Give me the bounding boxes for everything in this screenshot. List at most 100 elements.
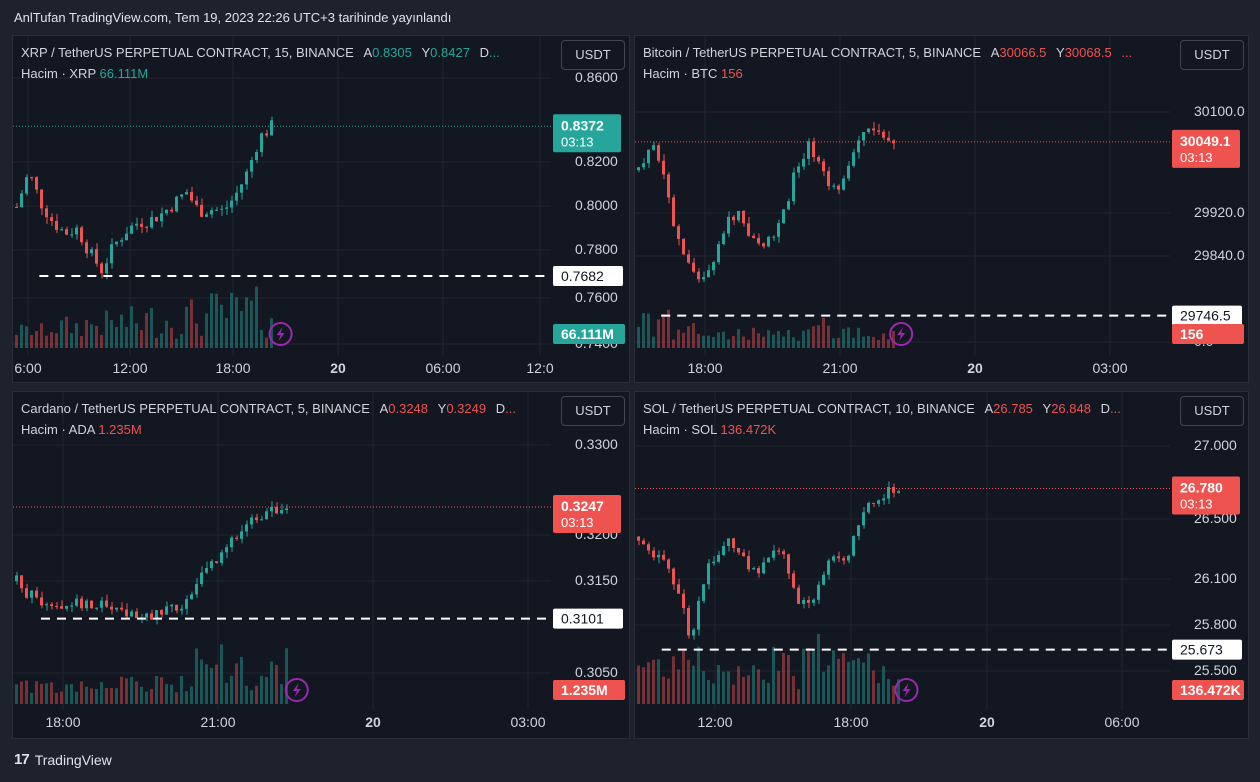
volume-bar xyxy=(90,324,93,348)
open-value: 0.3248 xyxy=(388,401,429,416)
chart-pane-sol[interactable]: 27.000 26.500 26.100 25.800 25.500 12:00 18:00… xyxy=(634,391,1249,739)
candle-body xyxy=(852,536,855,556)
candle-body xyxy=(842,558,845,561)
volume-bar xyxy=(647,313,650,348)
candle-body xyxy=(130,611,133,617)
volume-bar xyxy=(195,648,198,704)
price-badge xyxy=(553,494,621,533)
price-tick-label: 25.500 xyxy=(1194,662,1237,678)
volume-bar xyxy=(882,666,885,704)
candle-body xyxy=(772,236,775,238)
time-tick-label: 20 xyxy=(967,360,983,376)
volume-bar xyxy=(110,320,113,348)
price-tick-label: 0.3150 xyxy=(575,572,618,588)
volume-bar xyxy=(180,334,183,348)
chart-pane-ada[interactable]: 0.3300 0.3200 0.3150 0.3050 18:00 21:00 20 03:0… xyxy=(12,391,630,739)
price-tick-label: 0.7600 xyxy=(575,289,618,305)
volume-bar xyxy=(110,688,113,704)
candle-body xyxy=(812,599,815,603)
volume-bar xyxy=(752,327,755,348)
candle-body xyxy=(647,544,650,551)
currency-button[interactable]: USDT xyxy=(561,40,625,70)
volume-badge-text: 136.472K xyxy=(1180,682,1241,698)
volume-bar xyxy=(210,293,213,348)
candle-body xyxy=(702,584,705,601)
volume-bar xyxy=(837,337,840,348)
price-badge-price: 30049.1 xyxy=(1180,133,1231,149)
volume-bar xyxy=(692,665,695,704)
candle-body xyxy=(712,262,715,271)
candle-body xyxy=(827,560,830,575)
candle-body xyxy=(782,209,785,224)
volume-bar xyxy=(65,684,68,704)
volume-bar xyxy=(727,671,730,704)
volume-bar xyxy=(50,332,53,348)
volume-bar xyxy=(160,333,163,348)
volume-bar xyxy=(892,685,895,704)
candle-body xyxy=(110,244,113,264)
currency-button[interactable]: USDT xyxy=(561,396,625,426)
candle-body xyxy=(777,550,780,552)
candle-body xyxy=(135,611,138,619)
candle-body xyxy=(757,568,760,574)
volume-bar xyxy=(662,314,665,348)
volume-bar xyxy=(652,336,655,348)
time-tick-label: 12:00 xyxy=(112,360,147,376)
symbol-title[interactable]: XRP / TetherUS PERPETUAL CONTRACT, 15, B… xyxy=(21,45,354,60)
volume-bar xyxy=(767,330,770,348)
candle-body xyxy=(130,225,133,234)
volume-bar xyxy=(155,337,158,348)
chart-canvas[interactable]: 0.86000.82000.80000.78000.76000.74006:00… xyxy=(13,36,629,382)
chart-canvas[interactable]: 30100.029920.029840.00.018:0021:002003:0… xyxy=(635,36,1248,382)
candle-body xyxy=(255,517,258,521)
volume-value: 66.111M xyxy=(99,66,149,81)
candle-body xyxy=(852,152,855,166)
price-tick-label: 30100.0 xyxy=(1194,103,1245,119)
candle-body xyxy=(842,178,845,190)
currency-button[interactable]: USDT xyxy=(1180,396,1244,426)
volume-bar xyxy=(25,680,28,704)
volume-bar xyxy=(737,666,740,704)
candle-body xyxy=(95,607,98,609)
symbol-title[interactable]: Bitcoin / TetherUS PERPETUAL CONTRACT, 5… xyxy=(643,45,982,60)
candle-body xyxy=(100,600,103,608)
symbol-title[interactable]: Cardano / TetherUS PERPETUAL CONTRACT, 5… xyxy=(21,401,370,416)
candle-body xyxy=(40,597,43,606)
chart-pane-btc[interactable]: 30100.029920.029840.00.018:0021:002003:0… xyxy=(634,35,1249,383)
volume-bar xyxy=(817,633,820,704)
tradingview-brand[interactable]: 17 TradingView xyxy=(14,751,112,768)
candle-body xyxy=(857,525,860,537)
volume-bar xyxy=(762,679,765,704)
brand-name: TradingView xyxy=(34,751,112,768)
volume-bar xyxy=(175,692,178,704)
lightning-icon xyxy=(268,322,293,346)
volume-bar xyxy=(677,669,680,704)
candle-body xyxy=(692,629,695,636)
volume-bar xyxy=(772,646,775,704)
level-badge-text: 0.3101 xyxy=(561,611,604,627)
volume-bar xyxy=(120,314,123,348)
candle-body xyxy=(697,271,700,280)
time-tick-label: 21:00 xyxy=(200,714,235,730)
candle-body xyxy=(180,194,183,197)
candle-body xyxy=(887,137,890,141)
symbol-title[interactable]: SOL / TetherUS PERPETUAL CONTRACT, 10, B… xyxy=(643,401,975,416)
low-label: D xyxy=(1100,401,1110,416)
volume-bar xyxy=(842,328,845,348)
volume-bar xyxy=(200,659,203,704)
candle-body xyxy=(707,270,710,278)
volume-bar xyxy=(862,662,865,704)
volume-bar xyxy=(752,665,755,704)
currency-button[interactable]: USDT xyxy=(1180,40,1244,70)
volume-bar xyxy=(270,318,273,348)
high-label: Y xyxy=(437,401,447,416)
candle-body xyxy=(225,207,228,209)
volume-bar xyxy=(827,665,830,704)
chart-pane-xrp[interactable]: 0.86000.82000.80000.78000.76000.74006:00… xyxy=(12,35,630,383)
volume-bar xyxy=(30,334,33,348)
candle-body xyxy=(250,160,253,172)
volume-bar xyxy=(717,332,720,348)
high-label: Y xyxy=(1042,401,1052,416)
